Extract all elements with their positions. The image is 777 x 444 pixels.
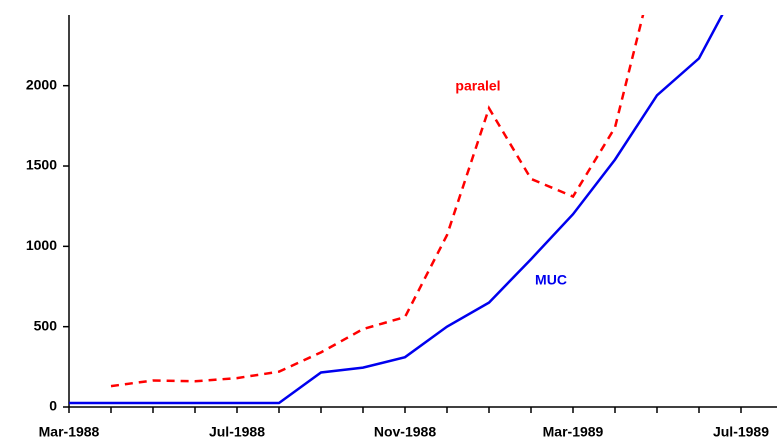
series-line (69, 15, 724, 405)
y-tick-label: 1000 (26, 237, 57, 253)
y-tick-label: 1500 (26, 157, 57, 173)
x-tick-label: Mar-1988 (39, 424, 100, 440)
legend-label: paralel (455, 78, 500, 94)
series-line (110, 15, 645, 388)
x-tick-label: Nov-1988 (374, 424, 436, 440)
plot-area (69, 15, 724, 405)
x-tick-label: Mar-1989 (543, 424, 604, 440)
y-tick-label: 0 (49, 398, 57, 414)
x-tick-label: Jul-1989 (713, 424, 769, 440)
y-tick-label: 500 (34, 317, 58, 333)
y-tick-label: 2000 (26, 76, 57, 92)
x-tick-label: Jul-1988 (209, 424, 265, 440)
legend-label: MUC (535, 272, 567, 288)
